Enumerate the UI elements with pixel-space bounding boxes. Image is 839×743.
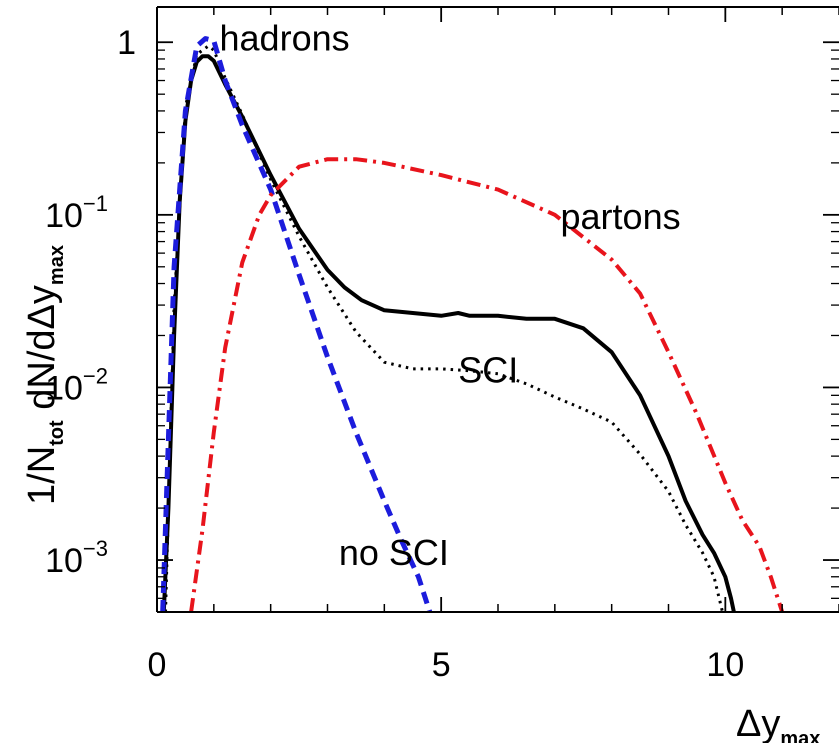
- x-axis-label-sub: max: [780, 728, 820, 743]
- y-tick-label: 10−1: [45, 191, 108, 235]
- y-tick-label: 10−2: [45, 363, 108, 407]
- x-tick-label: 5: [432, 646, 451, 684]
- y-axis-label-part2: dN/dΔy: [21, 285, 63, 420]
- series-annotation: hadrons: [220, 18, 350, 59]
- series-line-2: [160, 36, 433, 613]
- x-tick-label: 10: [706, 646, 744, 684]
- x-axis-label-main: Δy: [736, 703, 780, 743]
- series-line-0: [161, 54, 736, 613]
- series-annotations: hadrons partons SCI no SCI: [220, 18, 681, 573]
- y-axis-label: 1/Ntot dN/dΔymax: [21, 245, 68, 505]
- x-axis-label: Δymax: [736, 703, 820, 743]
- y-axis-ticks: 1 10−1 10−2 10−3: [45, 24, 839, 613]
- y-axis-label-part1: 1/N: [21, 446, 63, 505]
- y-axis-label-sub1: tot: [46, 420, 68, 446]
- plot-series: [160, 36, 785, 613]
- y-tick-label: 1: [117, 24, 136, 62]
- y-tick-label: 10−3: [45, 536, 108, 580]
- x-axis-ticks: 0 5 10: [148, 7, 839, 684]
- x-tick-label: 0: [148, 646, 167, 684]
- series-line-3: [189, 157, 785, 613]
- y-axis-label-sub2: max: [46, 245, 68, 285]
- series-annotation: no SCI: [339, 532, 449, 573]
- series-annotation: SCI: [458, 350, 518, 391]
- series-annotation: partons: [561, 196, 681, 237]
